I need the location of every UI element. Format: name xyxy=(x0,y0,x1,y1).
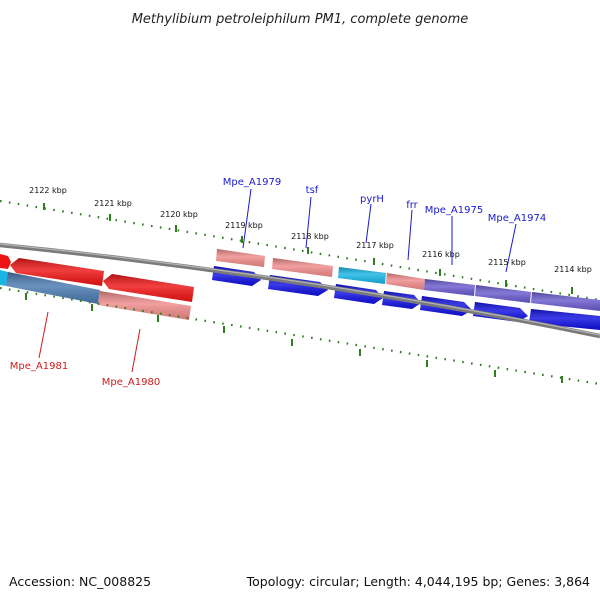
kbp-label: 2118 kbp xyxy=(291,232,329,241)
label-leader xyxy=(407,209,413,261)
gene-feature xyxy=(6,272,100,304)
kbp-label: 2116 kbp xyxy=(422,250,460,259)
major-tick xyxy=(157,315,159,322)
gene-feature xyxy=(475,285,531,303)
major-tick xyxy=(571,287,573,294)
major-tick xyxy=(175,225,177,232)
major-tick xyxy=(426,360,428,367)
major-tick xyxy=(561,376,563,383)
gene-label-mpe-a1974: Mpe_A1974 xyxy=(488,213,546,224)
map-title: Methylibium petroleiphilum PM1, complete… xyxy=(132,12,469,27)
major-tick xyxy=(25,293,27,300)
major-tick xyxy=(307,247,309,254)
gene-label-mpe-a1980: Mpe_A1980 xyxy=(102,377,160,388)
major-tick xyxy=(109,214,111,221)
gene-feature xyxy=(216,249,265,267)
kbp-labels: 2122 kbp 2121 kbp 2120 kbp 2119 kbp 2118… xyxy=(29,186,592,274)
major-tick xyxy=(91,304,93,311)
gene-label-tsf: tsf xyxy=(306,185,319,196)
genome-summary-text: Topology: circular; Length: 4,044,195 bp… xyxy=(246,574,590,589)
gene-arrow xyxy=(103,274,194,302)
kbp-label: 2114 kbp xyxy=(554,265,592,274)
inner-tick-track xyxy=(0,286,600,386)
gene-label-mpe-a1975: Mpe_A1975 xyxy=(425,205,483,216)
gene-feature xyxy=(0,270,8,286)
gene-feature xyxy=(272,258,333,277)
gene-arrow xyxy=(0,254,11,269)
kbp-label: 2121 kbp xyxy=(94,199,132,208)
label-leader xyxy=(365,203,372,244)
outer-tick-track xyxy=(0,199,600,302)
gene-feature xyxy=(338,267,386,284)
gene-arrow xyxy=(10,258,104,286)
gene-label-pyrh: pyrH xyxy=(360,194,384,205)
forward-strand-back-row xyxy=(216,249,600,311)
kbp-label: 2117 kbp xyxy=(356,241,394,250)
tick-row-inner xyxy=(0,286,600,386)
major-tick xyxy=(43,203,45,210)
gene-label-frr: frr xyxy=(406,200,418,211)
major-tick xyxy=(223,326,225,333)
label-leader xyxy=(505,223,517,273)
gene-feature xyxy=(98,291,191,320)
kbp-label: 2122 kbp xyxy=(29,186,67,195)
kbp-label: 2115 kbp xyxy=(488,258,526,267)
genome-backbone xyxy=(0,242,600,339)
kbp-label: 2119 kbp xyxy=(225,221,263,230)
major-tick xyxy=(494,370,496,377)
genome-backbone-highlight xyxy=(0,243,600,336)
gene-label-mpe-a1979: Mpe_A1979 xyxy=(223,177,281,188)
gene-feature xyxy=(531,292,600,311)
gene-label-mpe-a1981: Mpe_A1981 xyxy=(10,361,68,372)
major-tick xyxy=(505,280,507,287)
major-tick xyxy=(241,236,243,243)
major-tick xyxy=(373,258,375,265)
label-leader xyxy=(242,188,252,249)
reverse-strand xyxy=(0,254,194,320)
kbp-label: 2120 kbp xyxy=(160,210,198,219)
label-leader xyxy=(131,328,141,373)
accession-text: Accession: NC_008825 xyxy=(9,574,151,589)
major-tick xyxy=(291,339,293,346)
gene-feature xyxy=(424,279,475,296)
forward-gene-labels: Mpe_A1979 tsf pyrH frr Mpe_A1975 Mpe_A19… xyxy=(223,177,546,273)
major-tick xyxy=(359,349,361,356)
gene-feature xyxy=(386,273,425,290)
major-tick xyxy=(439,269,441,276)
reverse-gene-labels: Mpe_A1981 Mpe_A1980 xyxy=(10,311,160,388)
label-leader xyxy=(38,311,49,359)
label-leader xyxy=(305,196,312,249)
